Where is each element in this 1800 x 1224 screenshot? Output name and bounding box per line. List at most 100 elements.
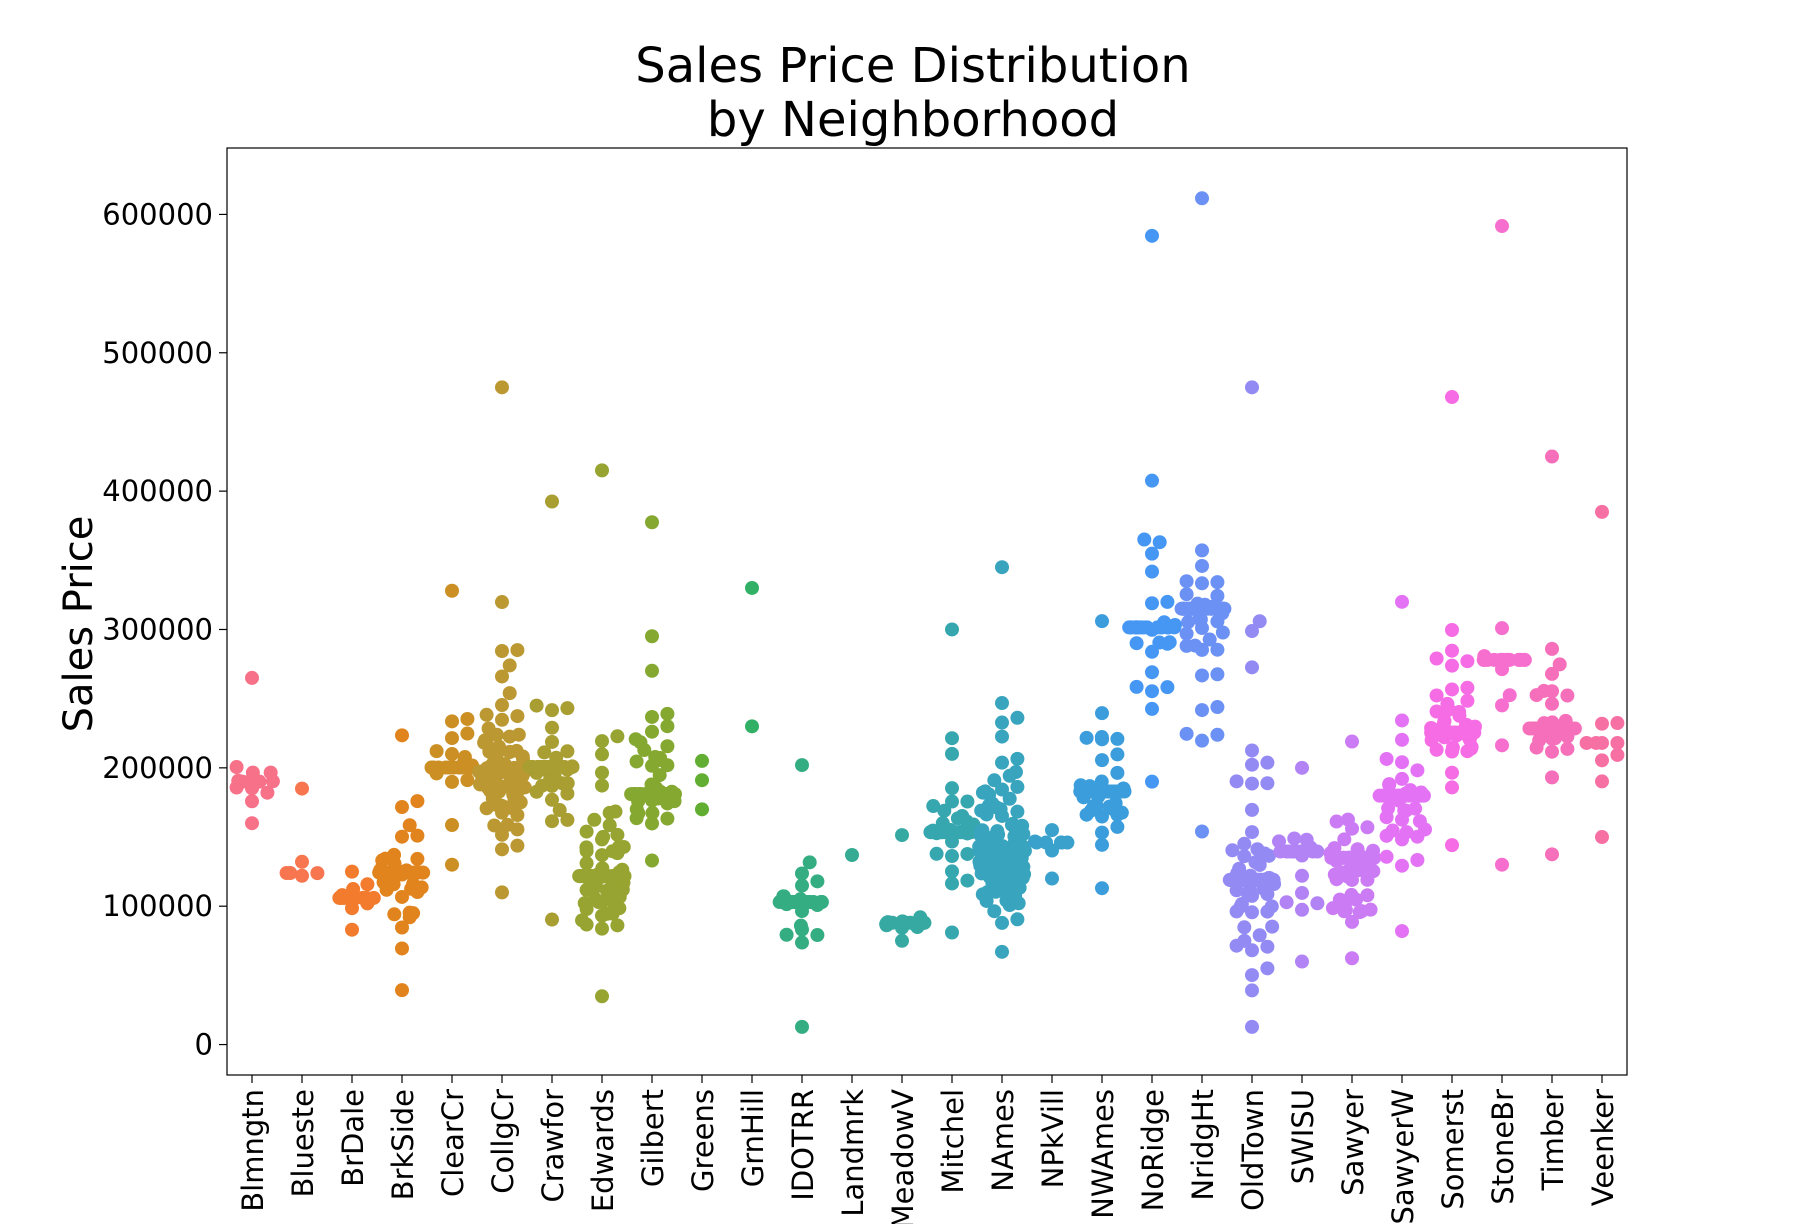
- data-point-SawyerW: [1395, 755, 1409, 770]
- data-point-OldTown: [1245, 825, 1259, 840]
- data-point-Blmngtn: [231, 773, 246, 788]
- data-point-SWISU: [1295, 954, 1309, 969]
- data-point-CollgCr: [495, 380, 509, 395]
- data-point-CollgCr: [495, 712, 509, 727]
- data-point-BrkSide: [402, 905, 417, 920]
- data-point-Sawyer: [1341, 863, 1356, 878]
- data-point-BrDale: [335, 888, 350, 903]
- data-point-BrkSide: [395, 941, 409, 956]
- data-point-Gilbert: [652, 768, 667, 783]
- data-point-Crawfor: [545, 912, 559, 927]
- data-point-ClearCr: [445, 583, 459, 598]
- data-point-MeadowV: [895, 828, 909, 843]
- data-point-OldTown: [1237, 920, 1252, 935]
- data-point-SawyerW: [1395, 771, 1409, 786]
- data-point-NoRidge: [1167, 617, 1182, 632]
- data-point-BrDale: [346, 882, 361, 897]
- data-point-ClearCr: [460, 726, 475, 741]
- data-point-NAmes: [975, 823, 990, 838]
- data-point-Somerst: [1460, 693, 1475, 708]
- data-point-Veenker: [1595, 830, 1609, 845]
- data-point-Sawyer: [1340, 812, 1355, 827]
- data-point-NAmes: [1010, 912, 1025, 927]
- data-point-NridgHt: [1179, 726, 1194, 741]
- data-point-Sawyer: [1327, 841, 1342, 856]
- data-point-Blmngtn: [260, 785, 275, 800]
- data-point-Crawfor: [537, 745, 552, 760]
- data-point-CollgCr: [502, 658, 517, 673]
- data-point-StoneBr: [1495, 857, 1509, 872]
- x-tick-label: ClearCr: [436, 1089, 470, 1197]
- x-tick-label: CollgCr: [486, 1089, 520, 1194]
- data-point-IDOTRR: [795, 758, 809, 773]
- data-point-NAmes: [1008, 764, 1023, 779]
- data-point-OldTown: [1237, 836, 1252, 851]
- data-point-CollgCr: [495, 842, 509, 857]
- data-point-NridgHt: [1210, 727, 1225, 742]
- data-point-Timber: [1560, 741, 1575, 756]
- data-point-Edwards: [596, 829, 611, 844]
- data-point-NoRidge: [1152, 535, 1167, 550]
- x-tick-label: Greens: [686, 1089, 720, 1192]
- data-point-NoRidge: [1137, 620, 1152, 635]
- data-point-Timber: [1545, 666, 1559, 681]
- data-point-NoRidge: [1160, 594, 1175, 609]
- data-point-Edwards: [615, 862, 630, 877]
- data-point-NridgHt: [1210, 667, 1225, 682]
- data-point-Gilbert: [645, 629, 659, 644]
- data-point-CollgCr: [495, 669, 509, 684]
- data-point-NPkVill: [1027, 834, 1042, 849]
- data-point-Mitchel: [945, 746, 959, 761]
- data-point-SawyerW: [1408, 801, 1423, 816]
- data-point-BrDale: [359, 890, 374, 905]
- data-point-IDOTRR: [795, 1019, 809, 1034]
- data-point-IDOTRR: [810, 928, 825, 943]
- data-point-NWAmes: [1108, 796, 1123, 811]
- data-point-NAmes: [1005, 816, 1020, 831]
- data-point-Gilbert: [645, 709, 659, 724]
- data-point-Sawyer: [1344, 887, 1359, 902]
- data-point-Blueste: [283, 865, 298, 880]
- data-point-NPkVill: [1045, 871, 1059, 886]
- data-point-Mitchel: [945, 925, 959, 940]
- data-point-NridgHt: [1195, 576, 1209, 591]
- data-point-Edwards: [610, 918, 625, 933]
- data-point-ClearCr: [429, 744, 444, 759]
- data-point-Gilbert: [628, 732, 643, 747]
- chart-title-line-2: by Neighborhood: [707, 92, 1119, 148]
- data-point-NoRidge: [1129, 679, 1144, 694]
- data-point-Gilbert: [660, 811, 675, 826]
- data-point-BrkSide: [406, 877, 421, 892]
- data-point-OldTown: [1245, 1019, 1259, 1034]
- data-point-ClearCr: [457, 750, 472, 765]
- data-point-SWISU: [1295, 868, 1309, 883]
- data-point-Mitchel: [945, 864, 959, 879]
- data-point-Sawyer: [1360, 888, 1375, 903]
- data-point-Gilbert: [645, 805, 660, 820]
- data-point-Edwards: [579, 856, 594, 871]
- data-point-Edwards: [610, 729, 625, 744]
- data-point-CollgCr: [478, 733, 493, 748]
- data-point-SawyerW: [1414, 785, 1429, 800]
- data-point-BrkSide: [410, 851, 425, 866]
- data-point-SWISU: [1285, 844, 1300, 859]
- data-point-NWAmes: [1094, 730, 1109, 745]
- data-point-NridgHt: [1210, 642, 1225, 657]
- data-point-SWISU: [1279, 895, 1294, 910]
- data-point-Blueste: [310, 866, 325, 881]
- data-point-CollgCr: [510, 709, 525, 724]
- data-point-Timber: [1560, 688, 1575, 703]
- data-point-Crawfor: [545, 703, 559, 718]
- data-point-CollgCr: [500, 817, 515, 832]
- data-point-NWAmes: [1116, 781, 1131, 796]
- data-point-SawyerW: [1395, 713, 1409, 728]
- data-point-IDOTRR: [793, 892, 808, 907]
- data-point-Timber: [1522, 721, 1537, 736]
- data-point-ClearCr: [445, 818, 459, 833]
- data-point-SawyerW: [1395, 594, 1409, 609]
- x-tick-label: MeadowV: [886, 1089, 920, 1224]
- data-point-Veenker: [1610, 747, 1625, 762]
- data-point-NridgHt: [1188, 638, 1203, 653]
- data-point-SWISU: [1273, 844, 1288, 859]
